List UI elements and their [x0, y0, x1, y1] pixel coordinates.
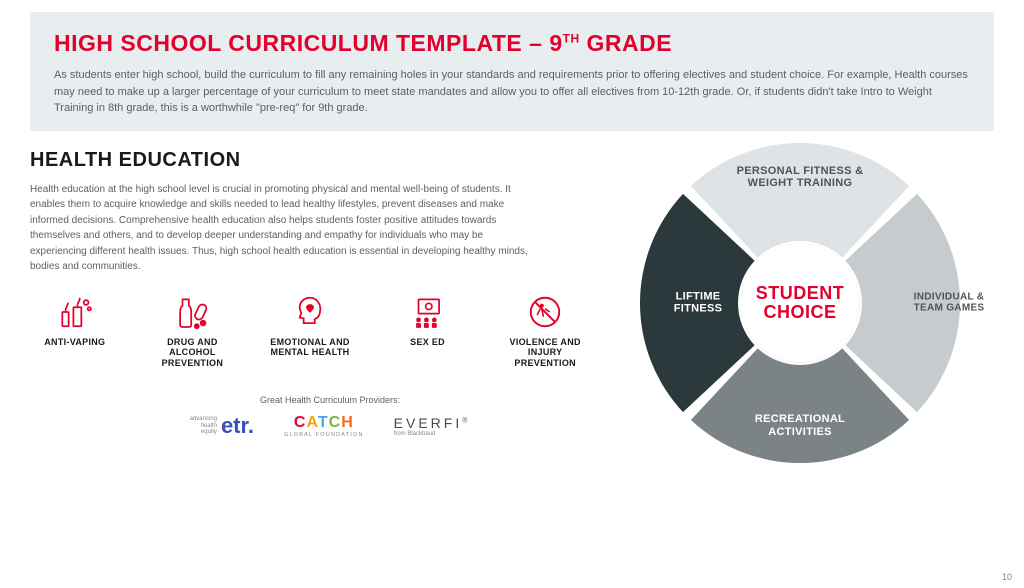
- etr-tagline: advancing health equity: [190, 416, 217, 436]
- title-pre: HIGH SCHOOL CURRICULUM TEMPLATE – 9: [54, 30, 563, 56]
- wheel-center: STUDENT CHOICE: [741, 244, 859, 362]
- anti-vaping-icon: [56, 293, 94, 331]
- segment-label-bottom: RECREATIONAL ACTIVITIES: [730, 413, 870, 438]
- violence-prevention-icon: [526, 293, 564, 331]
- student-choice-wheel: PERSONAL FITNESS & WEIGHT TRAINING INDIV…: [640, 143, 960, 463]
- topic-label: DRUG AND ALCOHOL PREVENTION: [148, 337, 238, 369]
- topic-label: ANTI-VAPING: [44, 337, 105, 348]
- header-box: HIGH SCHOOL CURRICULUM TEMPLATE – 9TH GR…: [30, 12, 994, 131]
- logo-etr: advancing health equity etr.: [190, 413, 254, 439]
- segment-label-top: PERSONAL FITNESS & WEIGHT TRAINING: [730, 165, 870, 190]
- header-description: As students enter high school, build the…: [54, 67, 970, 117]
- title-sup: TH: [563, 31, 580, 45]
- topic-label: EMOTIONAL AND MENTAL HEALTH: [265, 337, 355, 359]
- page-number: 10: [1002, 572, 1012, 582]
- sex-ed-icon: [409, 293, 447, 331]
- topic-anti-vaping: ANTI-VAPING: [30, 293, 120, 348]
- topic-emotional-mental: EMOTIONAL AND MENTAL HEALTH: [265, 293, 355, 359]
- everfi-sub: from Blackbaud: [394, 431, 471, 437]
- topic-label: VIOLENCE AND INJURY PREVENTION: [500, 337, 590, 369]
- wheel-center-text: STUDENT CHOICE: [756, 284, 845, 322]
- topic-label: SEX ED: [410, 337, 445, 348]
- topic-icon-row: ANTI-VAPING DRUG AND ALCOHOL PREVENTION: [30, 293, 590, 369]
- topic-drug-alcohol: DRUG AND ALCOHOL PREVENTION: [148, 293, 238, 369]
- logo-catch: CATCH GLOBAL FOUNDATION: [284, 414, 364, 438]
- topic-violence-injury: VIOLENCE AND INJURY PREVENTION: [500, 293, 590, 369]
- drug-alcohol-icon: [173, 293, 211, 331]
- title-post: GRADE: [580, 30, 672, 56]
- main-content: HEALTH EDUCATION Health education at the…: [0, 131, 1024, 489]
- mental-health-icon: [291, 293, 329, 331]
- health-title: HEALTH EDUCATION: [30, 149, 590, 172]
- catch-sub: GLOBAL FOUNDATION: [284, 432, 364, 438]
- health-body: Health education at the high school leve…: [30, 182, 530, 275]
- left-column: HEALTH EDUCATION Health education at the…: [30, 149, 590, 489]
- catch-brand: CATCH: [284, 414, 364, 432]
- right-column: PERSONAL FITNESS & WEIGHT TRAINING INDIV…: [610, 149, 970, 489]
- segment-label-right: INDIVIDUAL & TEAM GAMES: [904, 291, 994, 314]
- etr-brand: etr.: [221, 413, 254, 439]
- providers-section: Great Health Curriculum Providers: advan…: [70, 395, 590, 439]
- page-title: HIGH SCHOOL CURRICULUM TEMPLATE – 9TH GR…: [54, 30, 970, 57]
- topic-sex-ed: SEX ED: [383, 293, 473, 348]
- provider-logos: advancing health equity etr. CATCH GLOBA…: [70, 413, 590, 439]
- everfi-brand: EVERFI®: [394, 415, 471, 431]
- providers-label: Great Health Curriculum Providers:: [70, 395, 590, 405]
- logo-everfi: EVERFI® from Blackbaud: [394, 415, 471, 437]
- segment-label-left: LIFTIME FITNESS: [658, 290, 738, 315]
